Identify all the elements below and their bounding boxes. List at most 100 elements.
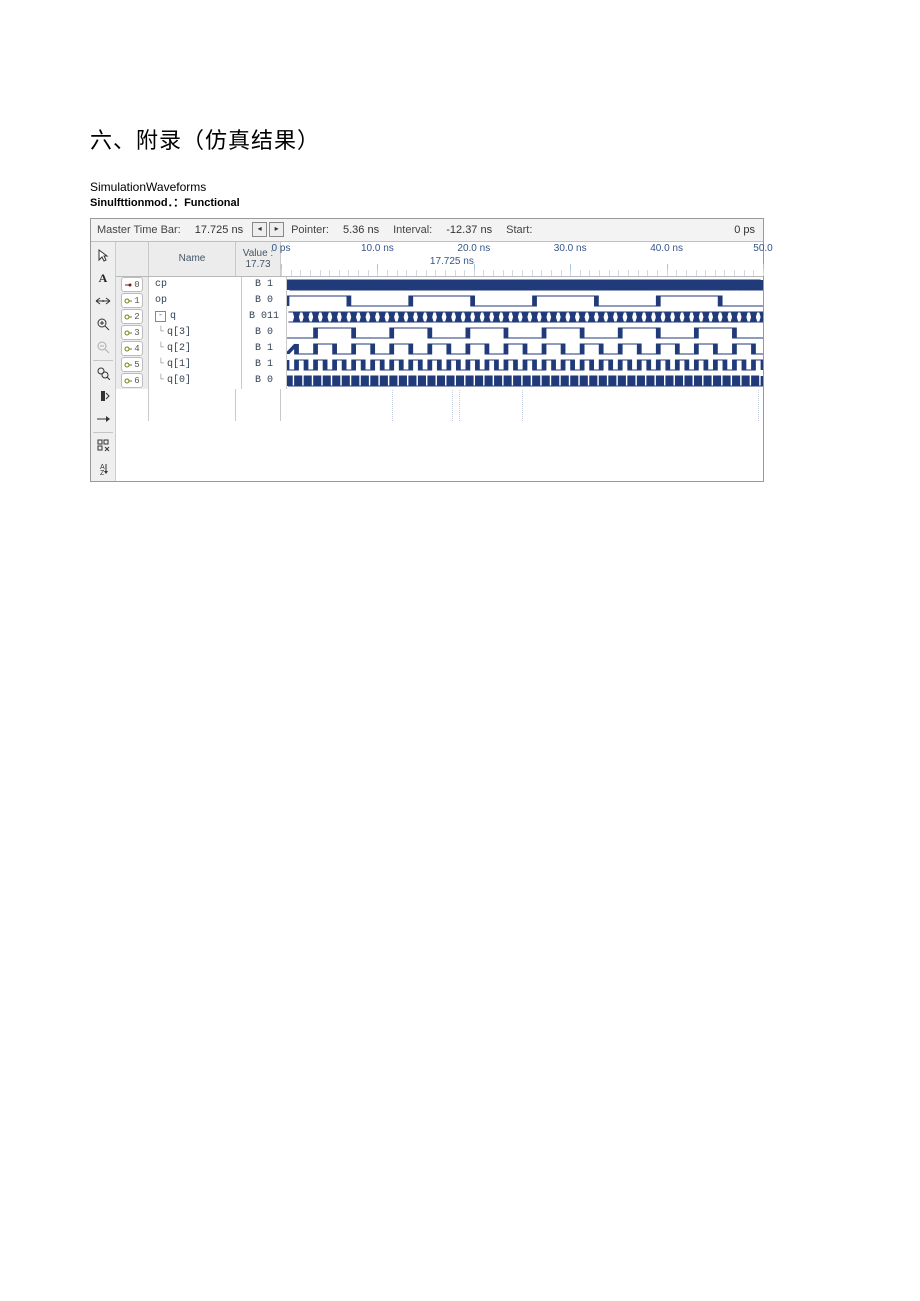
signal-row[interactable]: 6└q[0]B 0 — [116, 373, 763, 389]
next-transition-icon[interactable] — [93, 409, 113, 429]
input-pin-icon: 0 — [121, 277, 142, 292]
text-tool-icon[interactable]: A — [93, 268, 113, 288]
pointer-value: 5.36 ns — [335, 224, 387, 236]
signal-value-cell: B 0 — [242, 373, 287, 389]
signal-name-label: q[3] — [167, 327, 191, 338]
grid-guideline — [522, 390, 523, 421]
grid-guideline — [459, 390, 460, 421]
snap-grid-icon[interactable] — [93, 435, 113, 455]
signal-value-cell: B 1 — [242, 341, 287, 357]
collapse-toggle[interactable]: - — [155, 311, 166, 322]
output-pin-icon: 1 — [121, 293, 142, 308]
tree-branch-icon: └ — [155, 343, 167, 354]
caption-2: Sinulfttionmod．：Functional — [90, 194, 830, 210]
pointer-tool-icon[interactable] — [93, 245, 113, 265]
signal-name-cell[interactable]: └q[0] — [149, 373, 242, 389]
signal-value-cell: B 0 — [242, 325, 287, 341]
signal-row[interactable]: 4└q[2]B 1 — [116, 341, 763, 357]
row-index-cell[interactable]: 3 — [116, 325, 149, 341]
output-pin-icon: 2 — [121, 309, 142, 324]
master-time-label: Master Time Bar: — [91, 224, 187, 236]
interval-value: -12.37 ns — [438, 224, 500, 236]
ruler-tick-label: 10.0 ns — [361, 243, 394, 254]
value-header-line1: Value : — [243, 248, 273, 259]
row-index-cell[interactable]: 4 — [116, 341, 149, 357]
grid-guideline — [452, 390, 453, 421]
ruler-tick-label: 30.0 ns — [554, 243, 587, 254]
waveform-cell[interactable] — [287, 293, 763, 309]
row-index-cell[interactable]: 5 — [116, 357, 149, 373]
zoom-in-icon[interactable] — [93, 314, 113, 334]
time-ruler[interactable]: 0 ps10.0 ns20.0 ns30.0 ns40.0 ns50.017.7… — [281, 242, 763, 276]
ruler-tick-label: 20.0 ns — [457, 243, 490, 254]
signal-name-cell[interactable]: └q[3] — [149, 325, 242, 341]
signal-name-label: q[1] — [167, 359, 191, 370]
signal-value-cell: B 011 — [242, 309, 287, 325]
signal-row[interactable]: 5└q[1]B 1 — [116, 357, 763, 373]
index-column-header — [116, 242, 149, 276]
pointer-label: Pointer: — [285, 224, 335, 236]
svg-text:Z: Z — [100, 470, 105, 475]
step-left-button[interactable]: ◂ — [252, 222, 267, 237]
step-right-button[interactable]: ▸ — [269, 222, 284, 237]
zoom-out-icon[interactable] — [93, 337, 113, 357]
info-bar: Master Time Bar: 17.725 ns ◂ ▸ Pointer: … — [91, 219, 763, 242]
signal-row[interactable]: 3└q[3]B 0 — [116, 325, 763, 341]
grid-guideline — [758, 390, 759, 421]
signal-value-cell: B 1 — [242, 277, 287, 293]
signal-value-cell: B 1 — [242, 357, 287, 373]
fit-width-icon[interactable] — [93, 291, 113, 311]
signal-name-cell[interactable]: op — [149, 293, 242, 309]
tree-branch-icon: └ — [155, 327, 167, 338]
output-pin-icon: 5 — [121, 357, 142, 372]
master-time-value: 17.725 ns — [187, 224, 251, 236]
row-index-cell[interactable]: 6 — [116, 373, 149, 389]
signal-row[interactable]: 2-qB 011 — [116, 309, 763, 325]
ruler-tick-label: 40.0 ns — [650, 243, 683, 254]
waveform-cell[interactable] — [287, 373, 763, 389]
left-toolbar: A — [91, 242, 116, 481]
signal-name-label: cp — [155, 279, 167, 290]
tree-branch-icon: └ — [155, 375, 167, 386]
waveform-cell[interactable] — [287, 277, 763, 293]
grid-guideline — [392, 390, 393, 421]
waveform-viewer-window: Master Time Bar: 17.725 ns ◂ ▸ Pointer: … — [90, 218, 764, 482]
signal-row[interactable]: 1 op B 0 — [116, 293, 763, 309]
name-column-header: Name — [149, 242, 236, 276]
time-marker-label: 17.725 ns — [430, 256, 474, 267]
signal-name-cell[interactable]: cp — [149, 277, 242, 293]
tree-branch-icon: └ — [155, 359, 167, 370]
sort-icon[interactable]: AZ — [93, 458, 113, 478]
start-value: 0 ps — [726, 224, 763, 236]
waveform-cell[interactable] — [287, 341, 763, 357]
signal-name-label: q[2] — [167, 343, 191, 354]
signal-name-label: q — [170, 311, 176, 322]
interval-label: Interval: — [387, 224, 438, 236]
svg-text:A: A — [99, 271, 108, 285]
signal-value-cell: B 0 — [242, 293, 287, 309]
output-pin-icon: 6 — [121, 373, 142, 388]
signal-name-cell[interactable]: └q[1] — [149, 357, 242, 373]
signal-name-label: q[0] — [167, 375, 191, 386]
signal-name-cell[interactable]: └q[2] — [149, 341, 242, 357]
value-header-line2: 17.73 — [245, 259, 270, 270]
output-pin-icon: 3 — [121, 325, 142, 340]
waveform-cell[interactable] — [287, 309, 763, 325]
signal-name-label: op — [155, 295, 167, 306]
output-pin-icon: 4 — [121, 341, 142, 356]
ruler-tick-label: 0 ps — [272, 243, 291, 254]
waveform-cell[interactable] — [287, 325, 763, 341]
section-heading: 六、附录（仿真结果） — [90, 120, 830, 162]
signal-row[interactable]: 0 cp B 1 — [116, 277, 763, 293]
caption-1: SimulationWaveforms — [90, 180, 830, 194]
waveform-footer-area — [116, 389, 763, 421]
insert-bar-icon[interactable] — [93, 386, 113, 406]
signal-name-cell[interactable]: -q — [149, 309, 242, 325]
row-index-cell[interactable]: 0 — [116, 277, 149, 293]
row-index-cell[interactable]: 1 — [116, 293, 149, 309]
find-icon[interactable] — [93, 363, 113, 383]
column-header-row: Name Value : 17.73 0 ps 10.0 ns 20.0 ns 30.… — [116, 242, 763, 277]
waveform-cell[interactable] — [287, 357, 763, 373]
start-label: Start: — [500, 224, 538, 236]
row-index-cell[interactable]: 2 — [116, 309, 149, 325]
